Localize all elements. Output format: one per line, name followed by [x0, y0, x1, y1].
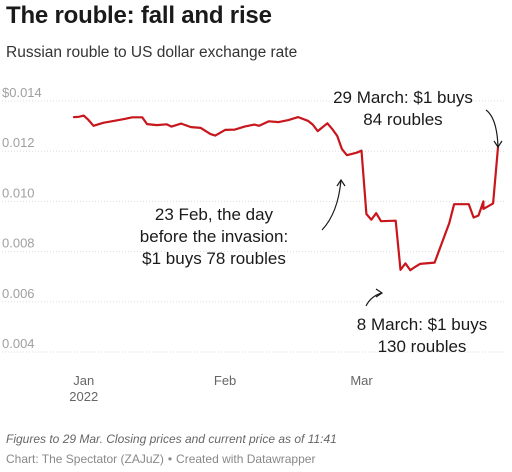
- source-credit: Chart: The Spectator (ZAJuZ): [6, 452, 164, 466]
- x-tick-label: Feb: [214, 373, 236, 388]
- source-tool: Created with Datawrapper: [176, 452, 316, 466]
- y-tick-label: $0.014: [2, 85, 42, 100]
- annotation-arrowhead: [493, 140, 503, 149]
- annotation-arrowhead: [375, 288, 384, 298]
- y-tick-label: 0.004: [2, 336, 35, 351]
- y-tick-label: 0.006: [2, 286, 35, 301]
- annotations: 29 March: $1 buys 84 roubles 23 Feb, the d…: [140, 88, 503, 356]
- annotation-arrow: [321, 179, 342, 231]
- annotation-arrowhead: [336, 178, 346, 187]
- x-tick-label: Mar: [350, 373, 373, 388]
- x-tick-label: Jan: [73, 373, 94, 388]
- series-layer: [72, 114, 500, 272]
- series-line: [72, 114, 500, 272]
- y-tick-label: 0.012: [2, 135, 35, 150]
- y-tick-label: 0.010: [2, 185, 35, 200]
- annotation-text: 130 roubles: [378, 337, 467, 356]
- source-separator: •: [167, 452, 173, 466]
- annotation-text: 8 March: $1 buys: [357, 315, 487, 334]
- chart-source: Chart: The Spectator (ZAJuZ) • Created wit…: [6, 452, 315, 466]
- annotation-text: $1 buys 78 roubles: [142, 249, 286, 268]
- annotation-text: 29 March: $1 buys: [333, 88, 473, 107]
- y-axis-ticks: $0.014 0.012 0.010 0.008 0.006 0.004: [2, 85, 42, 351]
- annotation-text: before the invasion:: [140, 227, 288, 246]
- gridlines: [2, 100, 506, 353]
- annotation-text: 84 roubles: [363, 110, 442, 129]
- chart-notes: Figures to 29 Mar. Closing prices and cu…: [6, 432, 337, 446]
- y-tick-label: 0.008: [2, 236, 35, 251]
- chart-subtitle: Russian rouble to US dollar exchange rat…: [6, 44, 298, 61]
- annotation-arrow: [485, 109, 499, 148]
- annotation-text: 23 Feb, the day: [155, 205, 274, 224]
- chart-title: The rouble: fall and rise: [6, 2, 272, 29]
- x-tick-sublabel: 2022: [69, 389, 98, 404]
